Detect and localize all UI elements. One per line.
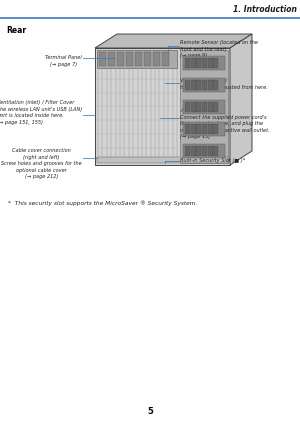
Text: Terminal Panel
(→ page 7): Terminal Panel (→ page 7)	[45, 55, 82, 66]
Text: *  This security slot supports the MicroSaver ® Security System.: * This security slot supports the MicroS…	[8, 200, 197, 206]
Polygon shape	[230, 34, 252, 165]
Bar	[144, 52, 151, 66]
Polygon shape	[95, 48, 230, 165]
Bar	[185, 102, 190, 112]
Bar	[183, 144, 225, 158]
Polygon shape	[95, 34, 252, 48]
Bar	[185, 146, 190, 156]
Bar	[213, 102, 218, 112]
Bar	[117, 52, 124, 66]
Text: Ventilation (inlet) / Filter Cover
The wireless LAN unit's USB (LAN)
port is loc: Ventilation (inlet) / Filter Cover The w…	[0, 100, 82, 125]
Text: Ventilation (outlet)
Heated air is exhausted from here.: Ventilation (outlet) Heated air is exhau…	[180, 78, 268, 90]
Bar	[99, 52, 106, 66]
Bar	[191, 102, 196, 112]
Bar	[202, 80, 207, 90]
Bar	[185, 80, 190, 90]
Bar	[108, 52, 115, 66]
Bar	[126, 52, 133, 66]
Bar	[208, 124, 212, 134]
Text: Built-in Security Slot (■ )*: Built-in Security Slot (■ )*	[180, 158, 245, 163]
Text: AC Input
Connect the supplied power cord's
three-pin plug here, and plug the
oth: AC Input Connect the supplied power cord…	[180, 108, 270, 140]
Bar	[191, 146, 196, 156]
Bar	[162, 52, 169, 66]
Bar	[213, 124, 218, 134]
Bar	[191, 124, 196, 134]
Bar	[213, 146, 218, 156]
Bar	[185, 58, 190, 68]
Bar	[183, 78, 225, 92]
Bar	[97, 157, 228, 163]
Text: 5: 5	[147, 407, 153, 416]
Text: 1. Introduction: 1. Introduction	[233, 5, 297, 14]
Bar	[202, 102, 207, 112]
Bar	[202, 58, 207, 68]
Bar	[208, 80, 212, 90]
Bar	[208, 146, 212, 156]
Bar	[202, 124, 207, 134]
Bar	[196, 80, 201, 90]
Bar	[196, 102, 201, 112]
Bar	[153, 52, 160, 66]
Bar	[183, 122, 225, 136]
Bar	[208, 58, 212, 68]
Bar	[183, 56, 225, 70]
Bar	[213, 58, 218, 68]
Bar	[202, 146, 207, 156]
Bar	[191, 58, 196, 68]
Bar	[185, 124, 190, 134]
Bar	[196, 124, 201, 134]
Bar	[135, 52, 142, 66]
Bar	[183, 100, 225, 114]
Bar	[196, 58, 201, 68]
Bar	[208, 102, 212, 112]
Bar	[97, 50, 177, 68]
Bar	[196, 146, 201, 156]
Text: Cable cover connection
(right and left)
Screw holes and grooves for the
optional: Cable cover connection (right and left) …	[1, 148, 82, 179]
Bar	[180, 50, 228, 163]
Text: Rear: Rear	[6, 26, 26, 35]
Bar	[191, 80, 196, 90]
Bar	[213, 80, 218, 90]
Text: Remote Sensor (located on the
front and the rear)
(→ page 9): Remote Sensor (located on the front and …	[180, 40, 258, 58]
